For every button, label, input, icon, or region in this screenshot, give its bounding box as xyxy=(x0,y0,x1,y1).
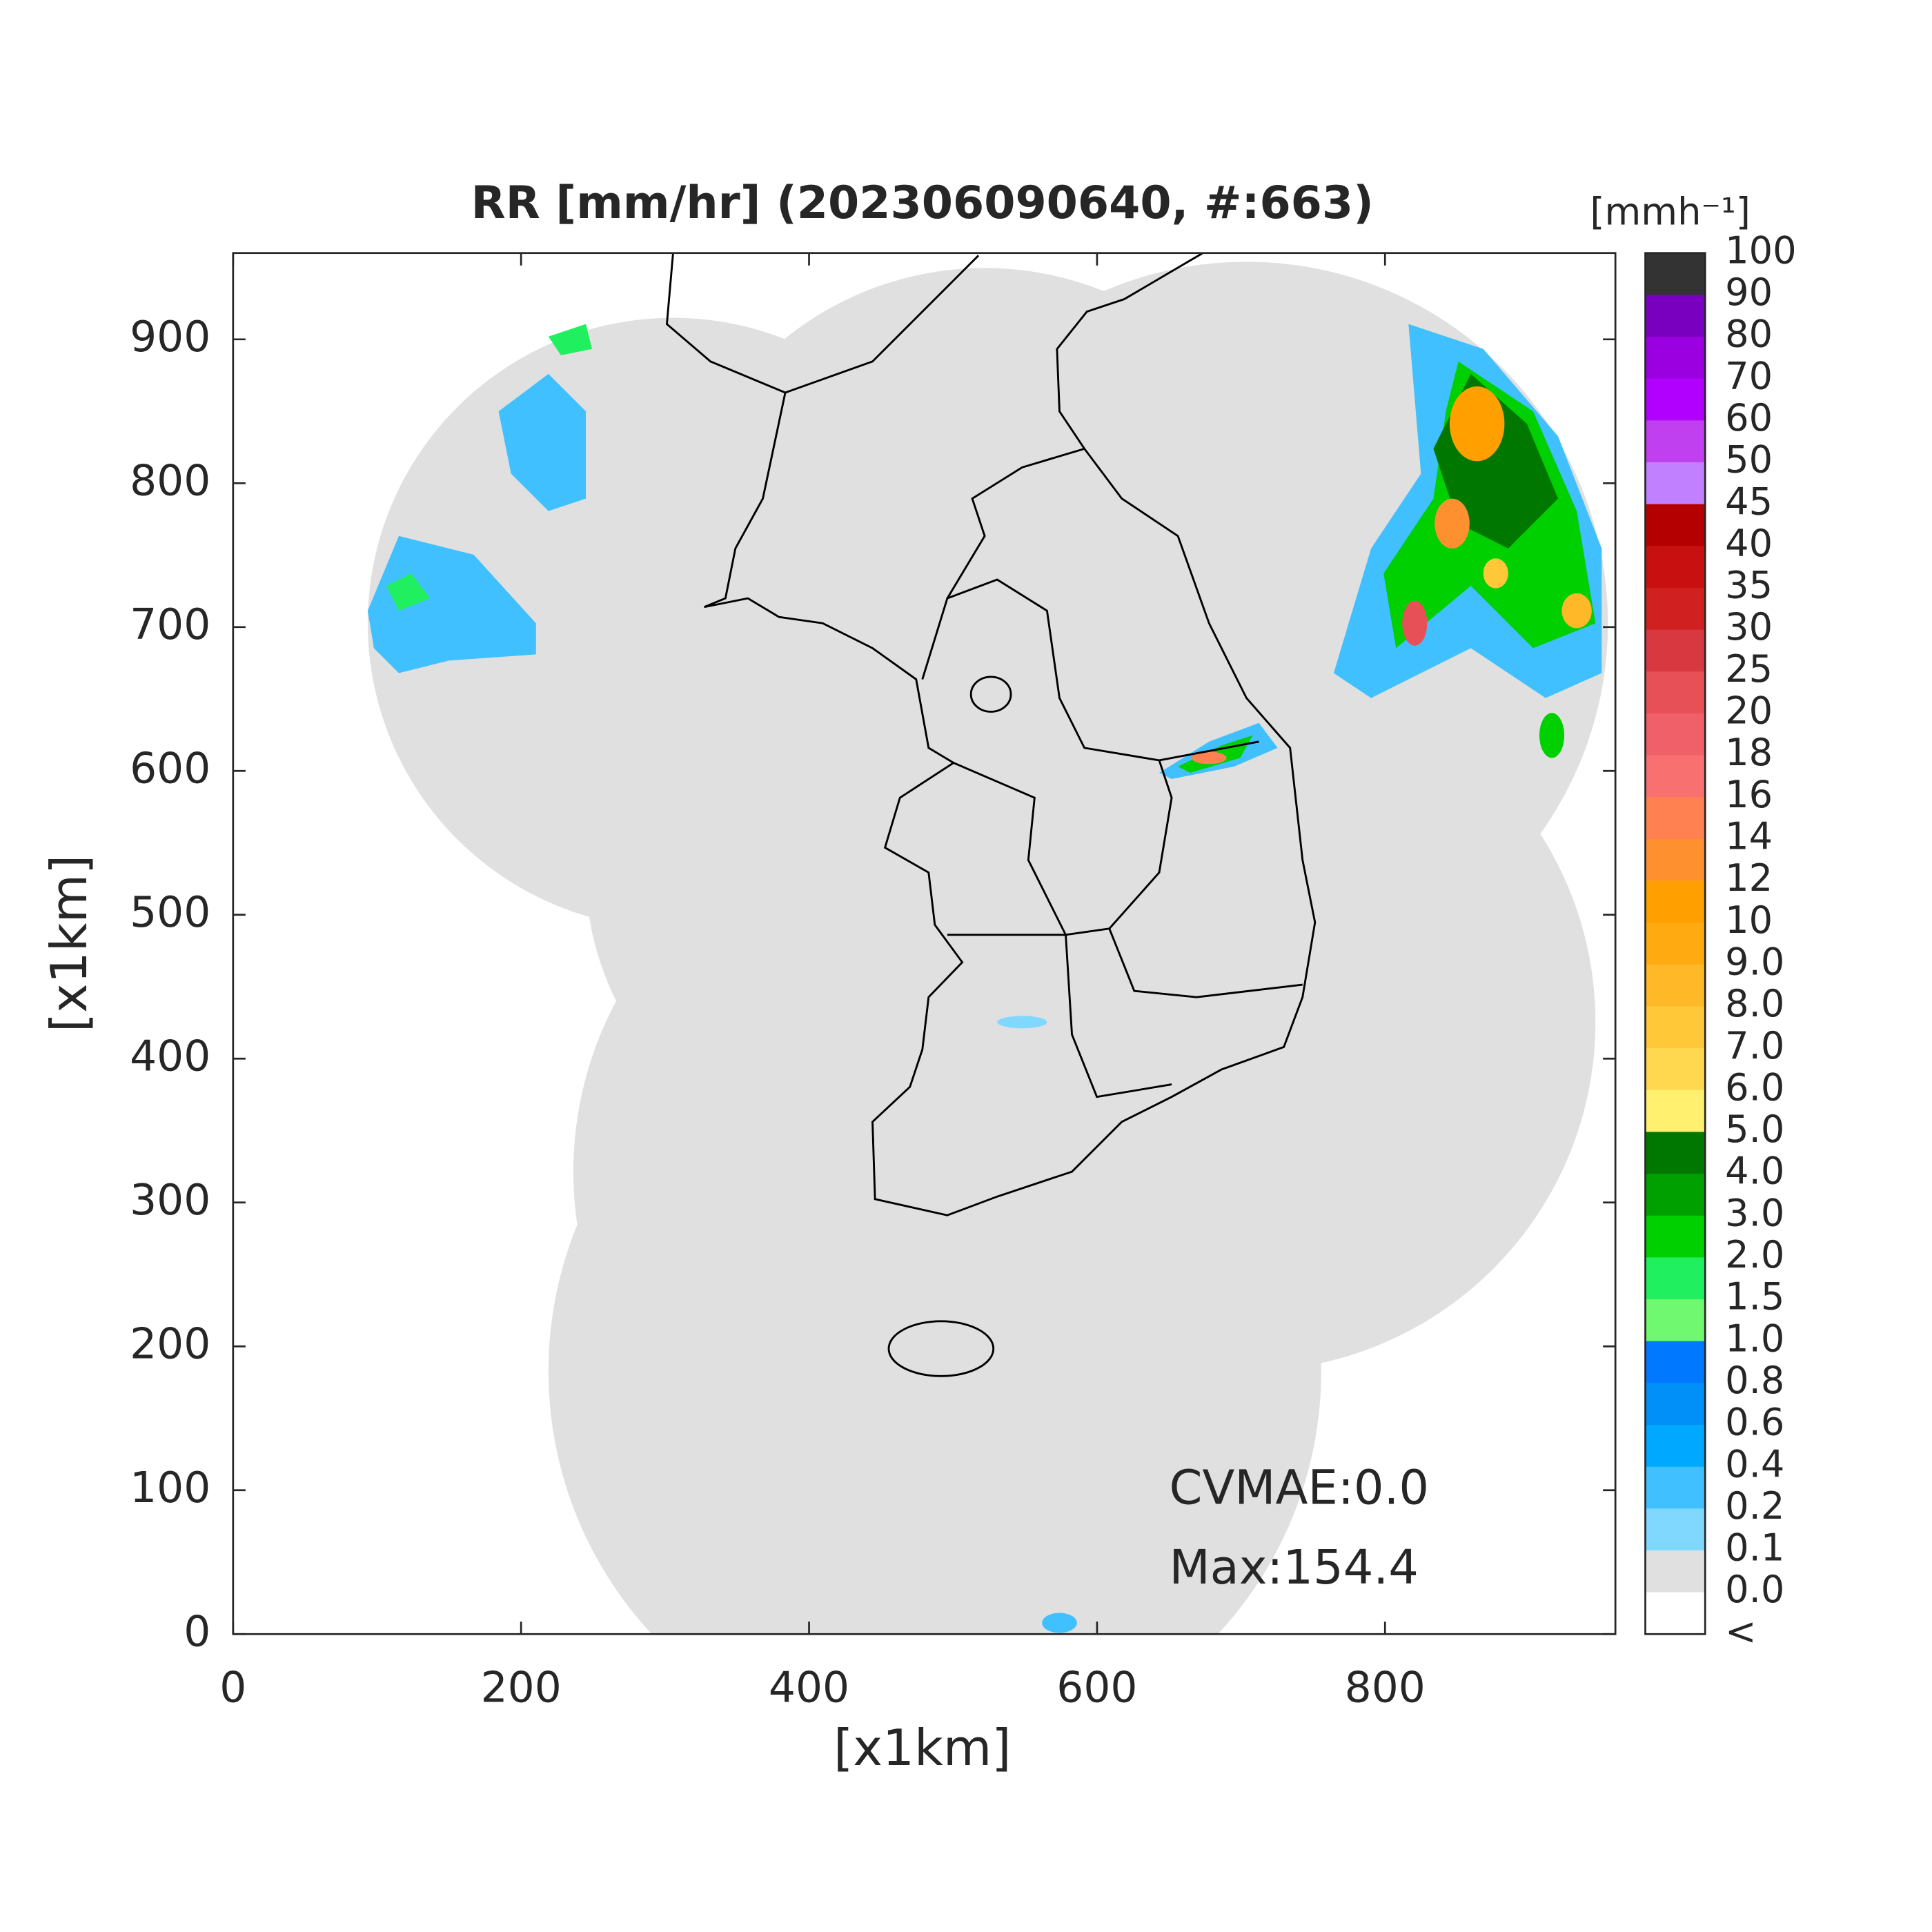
colorbar-segment xyxy=(1645,1550,1706,1593)
colorbar-segment xyxy=(1645,587,1706,631)
colorbar-label: 50 xyxy=(1725,438,1773,482)
y-tick-label: 100 xyxy=(130,1463,210,1512)
colorbar-label: 0.8 xyxy=(1725,1359,1784,1402)
colorbar-label: 10 xyxy=(1725,898,1773,942)
colorbar-label: 0.0 xyxy=(1725,1568,1784,1611)
colorbar-label: 4.0 xyxy=(1725,1150,1784,1193)
annotation: Max:154.4 xyxy=(1169,1540,1418,1595)
colorbar-frame xyxy=(1644,252,1706,1635)
colorbar-label: 7.0 xyxy=(1725,1024,1784,1067)
colorbar-segment xyxy=(1645,797,1706,840)
plot-frame xyxy=(232,252,1617,1635)
colorbar-label: 6.0 xyxy=(1725,1065,1784,1109)
radar-coverage xyxy=(367,262,1608,1635)
colorbar-segment xyxy=(1645,420,1706,463)
colorbar-segment xyxy=(1645,713,1706,756)
colorbar-segment xyxy=(1645,671,1706,714)
colorbar-label: 35 xyxy=(1725,564,1773,607)
colorbar-label: 8.0 xyxy=(1725,982,1784,1025)
x-tick-label: 0 xyxy=(219,1664,246,1713)
colorbar-label: 45 xyxy=(1725,480,1773,523)
colorbar-segment xyxy=(1645,504,1706,547)
colorbar-label: 0.1 xyxy=(1725,1526,1784,1570)
colorbar-segment xyxy=(1645,1383,1706,1426)
colorbar-segment xyxy=(1645,1006,1706,1049)
colorbar-label: 9.0 xyxy=(1725,940,1784,983)
colorbar-label: 40 xyxy=(1725,522,1773,565)
colorbar-label: 60 xyxy=(1725,396,1773,440)
y-tick-label: 300 xyxy=(130,1176,210,1225)
colorbar-label: 90 xyxy=(1725,270,1773,314)
colorbar-label: 5.0 xyxy=(1725,1107,1784,1151)
colorbar-segment xyxy=(1645,1048,1706,1091)
x-tick-label: 400 xyxy=(769,1664,849,1713)
colorbar-segment xyxy=(1645,337,1706,379)
colorbar-label: 80 xyxy=(1725,313,1773,356)
colorbar-label: 25 xyxy=(1725,647,1773,691)
y-tick-label: 500 xyxy=(130,888,210,937)
colorbar-segment xyxy=(1645,1215,1706,1259)
colorbar-segment xyxy=(1645,838,1706,882)
colorbar-segment xyxy=(1645,1090,1706,1133)
y-tick-label: 600 xyxy=(130,744,210,793)
colorbar-segment xyxy=(1645,295,1706,337)
colorbar-label: 3.0 xyxy=(1725,1191,1784,1234)
colorbar-segment xyxy=(1645,755,1706,798)
colorbar-segment xyxy=(1645,1592,1706,1635)
colorbar-label: 2.0 xyxy=(1725,1233,1784,1276)
colorbar-label: 70 xyxy=(1725,354,1773,397)
colorbar-label: 16 xyxy=(1725,773,1773,816)
colorbar-label: 12 xyxy=(1725,856,1773,900)
colorbar-segment xyxy=(1645,253,1706,296)
precipitation xyxy=(367,324,1602,1633)
colorbar-label: 0.4 xyxy=(1725,1442,1784,1486)
annotation: CVMAE:0.0 xyxy=(1169,1461,1429,1516)
y-tick-label: 800 xyxy=(130,456,210,505)
map xyxy=(367,253,1608,1635)
colorbar-unit: [mmh⁻¹] xyxy=(1590,190,1751,233)
colorbar-segment xyxy=(1645,1299,1706,1342)
colorbar-label: 0.2 xyxy=(1725,1484,1784,1528)
colorbar-segment xyxy=(1645,378,1706,422)
colorbar-label: 1.5 xyxy=(1725,1275,1784,1319)
colorbar-label: 0.6 xyxy=(1725,1401,1784,1444)
title: RR [mm/hr] (202306090640, #:663) xyxy=(471,177,1374,229)
colorbar-segment xyxy=(1645,1424,1706,1468)
colorbar-segment xyxy=(1645,1341,1706,1384)
colorbar-segment xyxy=(1645,1174,1706,1216)
x-axis-label: [x1km] xyxy=(834,1719,1011,1777)
colorbar-segment xyxy=(1645,546,1706,589)
y-tick-label: 700 xyxy=(130,600,210,649)
x-tick-label: 200 xyxy=(481,1664,562,1713)
colorbar-segment xyxy=(1645,1508,1706,1551)
colorbar-label: < xyxy=(1725,1610,1756,1653)
colorbar-segment xyxy=(1645,1466,1706,1510)
coastline xyxy=(665,253,1317,1377)
colorbar-label: 1.0 xyxy=(1725,1317,1784,1360)
colorbar-label: 100 xyxy=(1725,228,1796,272)
colorbar-segment xyxy=(1645,1132,1706,1174)
y-axis-label: [x1km] xyxy=(41,855,99,1032)
colorbar-label: 14 xyxy=(1725,814,1773,858)
colorbar-segment xyxy=(1645,880,1706,924)
colorbar-segment xyxy=(1645,629,1706,673)
y-tick-label: 0 xyxy=(184,1607,210,1656)
colorbar-label: 30 xyxy=(1725,605,1773,649)
x-tick-label: 600 xyxy=(1056,1664,1137,1713)
colorbar-segment xyxy=(1645,1257,1706,1300)
y-tick-label: 400 xyxy=(130,1032,210,1081)
x-tick-label: 800 xyxy=(1345,1664,1426,1713)
colorbar-segment xyxy=(1645,923,1706,965)
y-tick-label: 900 xyxy=(130,313,210,362)
colorbar-label: 20 xyxy=(1725,689,1773,733)
y-tick-label: 200 xyxy=(130,1319,210,1368)
colorbar-segment xyxy=(1645,964,1706,1007)
colorbar-segment xyxy=(1645,462,1706,505)
colorbar-label: 18 xyxy=(1725,731,1773,774)
